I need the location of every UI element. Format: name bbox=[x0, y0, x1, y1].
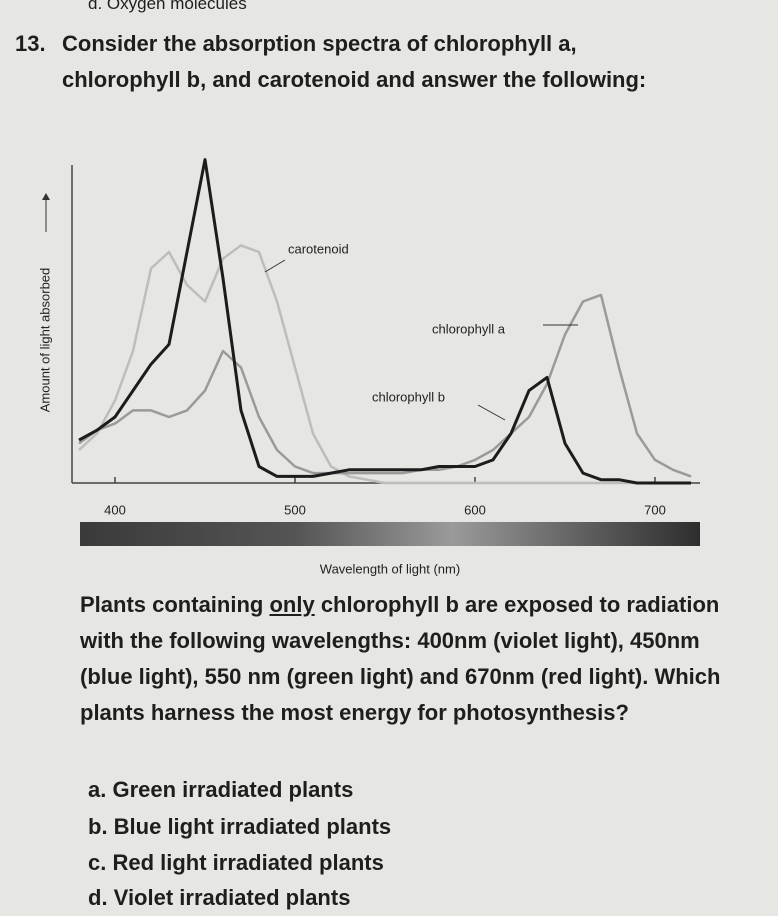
label-leader bbox=[477, 404, 506, 421]
previous-option: d. Oxygen molecules bbox=[88, 0, 247, 13]
emphasis: only bbox=[269, 592, 315, 617]
label-leader bbox=[264, 259, 286, 273]
y-axis-label: Amount of light absorbed bbox=[37, 268, 52, 413]
option: c. Red light irradiated plants bbox=[88, 850, 384, 875]
spectrum-bar bbox=[80, 522, 700, 546]
series-line bbox=[78, 293, 692, 478]
option: d. Violet irradiated plants bbox=[88, 885, 351, 910]
x-axis-label: Wavelength of light (nm) bbox=[320, 561, 460, 576]
text: Plants containing bbox=[80, 592, 270, 617]
y-axis-arrowhead bbox=[42, 193, 50, 200]
question-number: 13. bbox=[15, 31, 46, 56]
x-tick-label: 700 bbox=[644, 502, 666, 517]
text: chlorophyll b are exposed to radiation w… bbox=[80, 592, 721, 725]
question-text: Consider the absorption spectra of chlor… bbox=[62, 31, 647, 92]
option: a. Green irradiated plants bbox=[88, 777, 354, 802]
option: b. Blue light irradiated plants bbox=[88, 814, 392, 839]
series-line bbox=[78, 244, 691, 485]
chart: Wavelength of light (nm) Amount of light… bbox=[37, 158, 700, 576]
question-2-text: Plants containing only chlorophyll b are… bbox=[80, 587, 730, 731]
x-tick-label: 500 bbox=[284, 502, 306, 517]
series-label: chlorophyll b bbox=[372, 389, 445, 404]
series-line bbox=[78, 158, 691, 485]
series-label: carotenoid bbox=[288, 241, 349, 256]
x-tick-label: 600 bbox=[464, 502, 486, 517]
series-label: chlorophyll a bbox=[432, 321, 506, 336]
x-tick-label: 400 bbox=[104, 502, 126, 517]
